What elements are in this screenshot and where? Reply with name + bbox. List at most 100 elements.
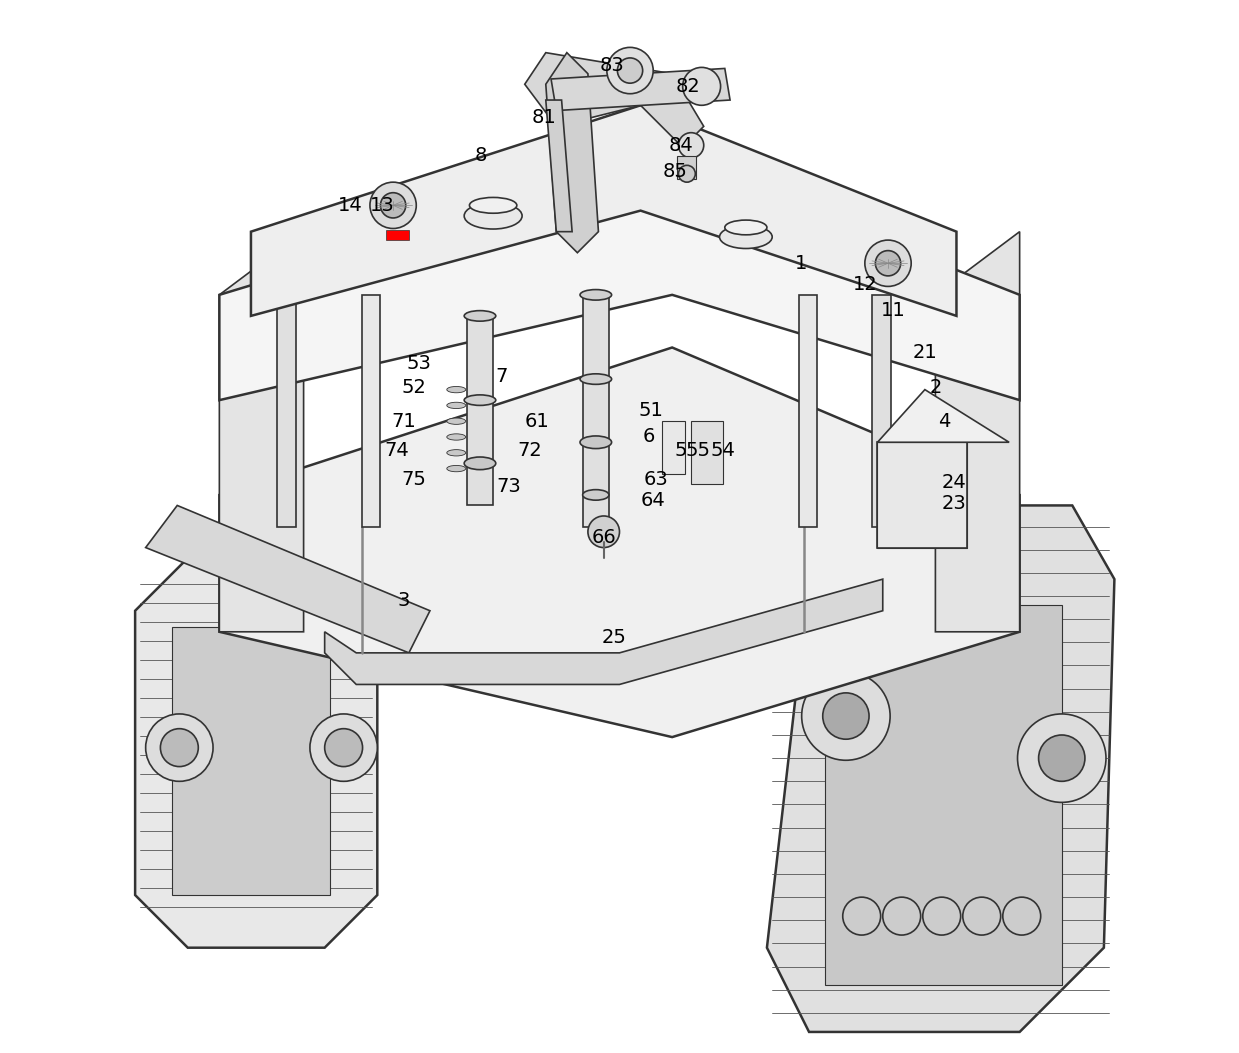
- Circle shape: [683, 67, 721, 105]
- Ellipse shape: [470, 198, 517, 213]
- Ellipse shape: [720, 225, 772, 249]
- Bar: [825, 605, 1062, 985]
- Text: 64: 64: [641, 491, 665, 510]
- Text: 3: 3: [398, 591, 410, 610]
- Ellipse shape: [447, 450, 466, 456]
- Polygon shape: [525, 53, 704, 147]
- Text: 23: 23: [942, 494, 966, 513]
- Ellipse shape: [725, 220, 767, 235]
- Ellipse shape: [447, 434, 466, 440]
- Text: 85: 85: [663, 162, 688, 181]
- Circle shape: [843, 897, 881, 935]
- Circle shape: [876, 251, 901, 276]
- Text: 75: 75: [401, 470, 426, 489]
- Circle shape: [679, 165, 695, 182]
- Bar: [691, 421, 722, 484]
- Text: 52: 52: [401, 378, 426, 397]
- Ellipse shape: [580, 290, 612, 300]
- Circle shape: [160, 729, 198, 767]
- Ellipse shape: [447, 418, 466, 424]
- Circle shape: [882, 897, 921, 935]
- Ellipse shape: [580, 374, 612, 384]
- Circle shape: [589, 516, 620, 548]
- Circle shape: [607, 47, 653, 94]
- Text: 11: 11: [881, 301, 906, 320]
- Text: 12: 12: [852, 275, 877, 294]
- Text: 51: 51: [638, 401, 664, 420]
- Ellipse shape: [465, 311, 496, 321]
- Ellipse shape: [582, 490, 610, 500]
- Text: 2: 2: [929, 378, 942, 397]
- Circle shape: [617, 58, 643, 83]
- Text: 4: 4: [938, 412, 950, 431]
- Ellipse shape: [447, 402, 466, 409]
- Ellipse shape: [465, 457, 496, 470]
- Text: 82: 82: [675, 77, 700, 96]
- Polygon shape: [252, 105, 957, 316]
- Text: 13: 13: [370, 196, 395, 215]
- Polygon shape: [219, 232, 304, 632]
- Bar: [798, 295, 818, 526]
- Polygon shape: [146, 505, 430, 653]
- Circle shape: [923, 897, 960, 935]
- Polygon shape: [546, 100, 572, 232]
- Text: 66: 66: [591, 528, 616, 547]
- Text: 71: 71: [392, 412, 416, 431]
- Text: 74: 74: [384, 441, 409, 460]
- Ellipse shape: [465, 202, 522, 230]
- Circle shape: [963, 897, 1001, 935]
- Text: 21: 21: [912, 343, 937, 362]
- Ellipse shape: [447, 386, 466, 393]
- Circle shape: [802, 672, 890, 760]
- Circle shape: [1038, 735, 1085, 781]
- Circle shape: [310, 714, 378, 781]
- Circle shape: [325, 729, 363, 767]
- Text: 54: 54: [710, 441, 735, 460]
- Polygon shape: [546, 53, 598, 253]
- Ellipse shape: [447, 465, 466, 472]
- Circle shape: [1002, 897, 1041, 935]
- Circle shape: [146, 714, 213, 781]
- Text: 63: 63: [644, 470, 669, 489]
- Ellipse shape: [580, 436, 612, 449]
- Text: 83: 83: [600, 56, 624, 75]
- Text: 7: 7: [496, 367, 508, 386]
- Polygon shape: [219, 347, 1020, 737]
- Bar: [678, 156, 696, 179]
- Text: 84: 84: [668, 136, 693, 155]
- Circle shape: [370, 182, 416, 229]
- Circle shape: [823, 693, 869, 739]
- Circle shape: [865, 240, 911, 286]
- Bar: [467, 316, 493, 505]
- Text: 24: 24: [942, 473, 966, 492]
- Circle shape: [1017, 714, 1106, 802]
- Bar: [362, 295, 380, 526]
- Circle shape: [679, 133, 704, 158]
- Ellipse shape: [693, 72, 711, 101]
- Polygon shape: [219, 158, 1020, 400]
- Polygon shape: [767, 505, 1114, 1032]
- Text: 1: 1: [794, 254, 807, 273]
- Bar: [582, 295, 610, 526]
- Text: 81: 81: [532, 108, 556, 127]
- Text: 5: 5: [674, 441, 686, 460]
- Text: 14: 14: [337, 196, 362, 215]
- Text: 55: 55: [686, 441, 711, 460]
- Polygon shape: [935, 232, 1020, 632]
- Ellipse shape: [465, 395, 496, 405]
- Circle shape: [380, 193, 405, 218]
- Polygon shape: [135, 558, 378, 948]
- Bar: [278, 295, 296, 526]
- Text: 72: 72: [518, 441, 543, 460]
- Bar: [662, 421, 685, 474]
- Text: 6: 6: [643, 428, 655, 446]
- Text: 25: 25: [602, 628, 627, 647]
- Bar: [877, 442, 966, 548]
- Bar: [877, 442, 966, 548]
- Polygon shape: [325, 579, 882, 684]
- Polygon shape: [877, 390, 1009, 442]
- Text: 61: 61: [525, 412, 550, 431]
- Bar: [385, 230, 409, 240]
- Polygon shape: [551, 68, 730, 111]
- Text: 73: 73: [497, 477, 522, 496]
